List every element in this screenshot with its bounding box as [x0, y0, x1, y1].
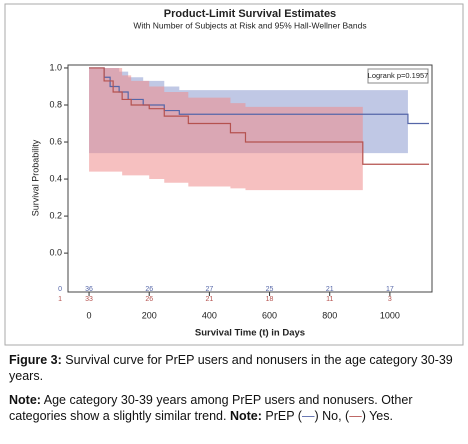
x-tick-label: 600 — [262, 310, 277, 320]
note-label: Note: — [229, 409, 262, 423]
chart-subtitle: With Number of Subjects at Risk and 95% … — [133, 20, 366, 30]
at-risk-count: 36 — [85, 286, 93, 293]
risk-group: 0 — [58, 286, 62, 293]
y-tick-label: 0.6 — [49, 136, 62, 146]
survival-curve — [89, 67, 429, 165]
y-tick-label: 0.8 — [49, 99, 62, 109]
note-label: Note: — [9, 393, 41, 407]
at-risk-count: 27 — [205, 286, 213, 293]
x-tick-label: 0 — [87, 310, 92, 320]
caption-text: Survival curve for PrEP users and nonuse… — [9, 353, 453, 383]
at-risk-count: 26 — [145, 286, 153, 293]
y-tick-label: 0.4 — [49, 173, 62, 183]
figure-caption: Figure 3: Survival curve for PrEP users … — [9, 352, 461, 384]
annotation: Logrank p=0.1957 — [368, 71, 429, 80]
y-tick-label: 1.0 — [49, 62, 62, 72]
legend-no: — — [301, 409, 315, 423]
x-tick-label: 1000 — [380, 310, 400, 320]
note-part: PrEP ( — [265, 409, 302, 423]
note-text: Age category 30-39 years among PrEP user… — [9, 393, 413, 423]
at-risk-count: 21 — [205, 296, 213, 303]
note-part: ) No, ( — [314, 409, 350, 423]
at-risk-count: 17 — [386, 286, 394, 293]
confidence-band — [89, 67, 363, 191]
x-axis-label: Survival Time (t) in Days — [195, 328, 305, 339]
chart-title: Product-Limit Survival Estimates — [164, 8, 336, 20]
risk-group: 1 — [58, 296, 62, 303]
chart-frame — [4, 3, 464, 346]
at-risk-count: 18 — [266, 296, 274, 303]
y-axis-label: Survival Probability — [30, 139, 40, 216]
y-tick-label: 0.2 — [49, 210, 62, 220]
y-tick-label: 0.0 — [49, 247, 62, 257]
note-part: ) Yes. — [361, 409, 393, 423]
at-risk-count: 11 — [326, 296, 333, 303]
chart: Product-Limit Survival Estimates With Nu… — [4, 3, 464, 346]
plot-frame — [67, 64, 433, 293]
x-tick-label: 200 — [142, 310, 157, 320]
figure-note: Note: Age category 30-39 years among PrE… — [9, 392, 461, 424]
at-risk-count: 33 — [85, 296, 93, 303]
x-tick-label: 400 — [202, 310, 217, 320]
at-risk-count: 26 — [145, 296, 153, 303]
x-tick-label: 800 — [322, 310, 337, 320]
at-risk-count: 25 — [266, 286, 274, 293]
caption-label: Figure 3: — [9, 353, 62, 367]
legend-yes: — — [349, 409, 362, 423]
survival-curve — [89, 67, 429, 125]
at-risk-count: 3 — [388, 296, 392, 303]
annotation-box — [367, 68, 429, 84]
at-risk-count: 21 — [326, 286, 334, 293]
